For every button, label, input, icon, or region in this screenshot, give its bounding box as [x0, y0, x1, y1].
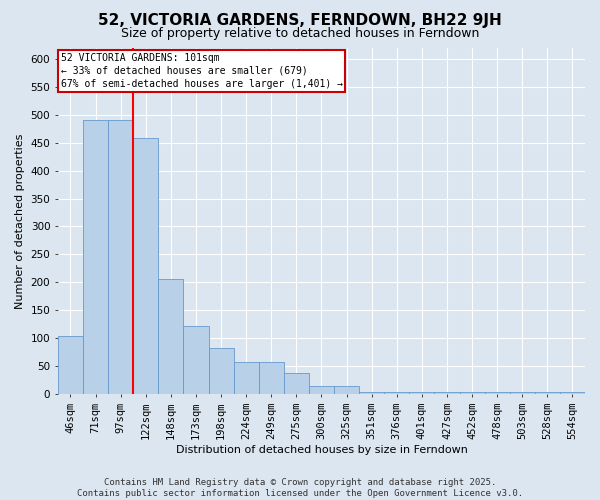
Y-axis label: Number of detached properties: Number of detached properties [15, 133, 25, 308]
Bar [259, 362, 284, 394]
X-axis label: Distribution of detached houses by size in Ferndown: Distribution of detached houses by size … [176, 445, 467, 455]
Bar [209, 348, 233, 395]
Bar [409, 392, 434, 394]
Bar [108, 120, 133, 394]
Bar [560, 392, 585, 394]
Text: Size of property relative to detached houses in Ferndown: Size of property relative to detached ho… [121, 28, 479, 40]
Bar [434, 392, 460, 394]
Bar [58, 336, 83, 394]
Bar [233, 362, 259, 394]
Bar [359, 392, 384, 394]
Bar [510, 392, 535, 394]
Bar [309, 386, 334, 394]
Text: Contains HM Land Registry data © Crown copyright and database right 2025.
Contai: Contains HM Land Registry data © Crown c… [77, 478, 523, 498]
Bar [460, 392, 485, 394]
Bar [485, 392, 510, 394]
Text: 52 VICTORIA GARDENS: 101sqm
← 33% of detached houses are smaller (679)
67% of se: 52 VICTORIA GARDENS: 101sqm ← 33% of det… [61, 52, 343, 89]
Bar [284, 373, 309, 394]
Bar [158, 278, 184, 394]
Bar [83, 120, 108, 394]
Bar [384, 392, 409, 394]
Bar [535, 392, 560, 394]
Bar [334, 386, 359, 394]
Bar [133, 138, 158, 394]
Bar [184, 326, 209, 394]
Text: 52, VICTORIA GARDENS, FERNDOWN, BH22 9JH: 52, VICTORIA GARDENS, FERNDOWN, BH22 9JH [98, 12, 502, 28]
